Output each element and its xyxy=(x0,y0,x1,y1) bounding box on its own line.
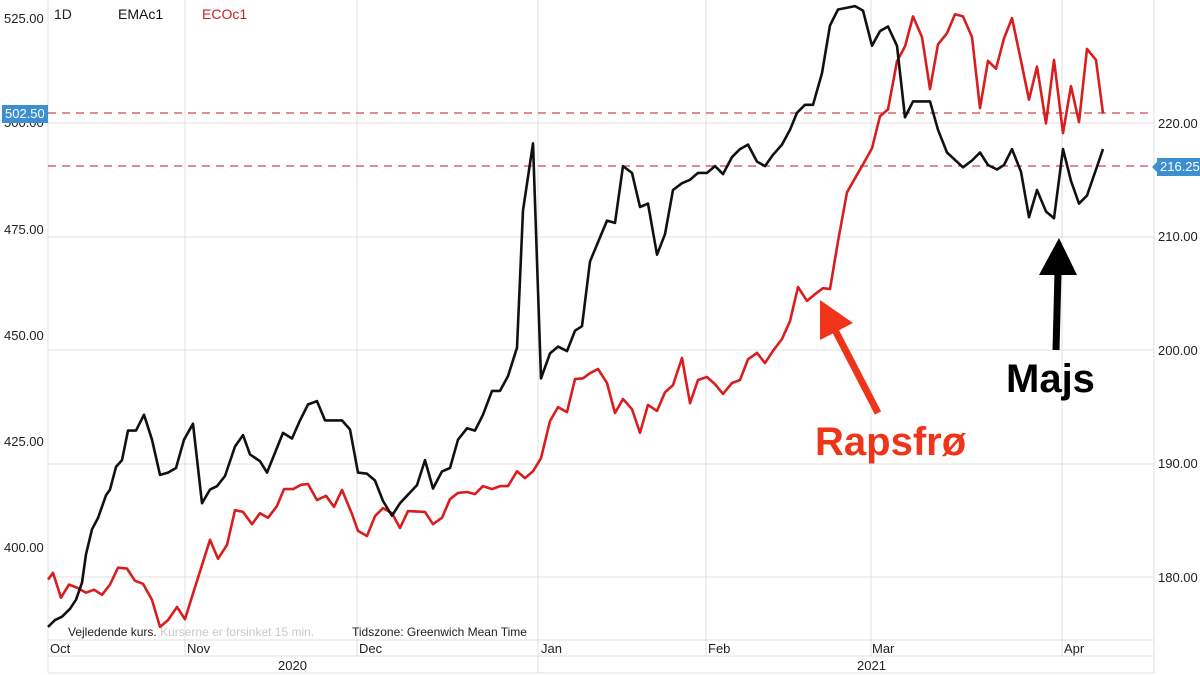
corn-line xyxy=(47,4,1105,628)
right-tick-190: 190.00 xyxy=(1158,456,1198,471)
legend-emac1[interactable]: EMAc1 xyxy=(118,6,164,22)
left-current-value-tag: 502.50 xyxy=(2,105,48,123)
right-tick-180: 180.00 xyxy=(1158,570,1198,585)
right-tick-210: 210.00 xyxy=(1158,229,1198,244)
left-tick-450: 450.00 xyxy=(4,328,44,343)
legend-ecoc1[interactable]: ECOc1 xyxy=(202,6,248,22)
left-tick-525: 525.00 xyxy=(4,11,44,26)
rapeseed-annotation: Rapsfrø xyxy=(815,420,967,464)
delay-note-faded: Kurserne er forsinket 15 min. xyxy=(156,625,315,639)
rapeseed-arrow-icon xyxy=(820,300,882,415)
right-current-value-tag: 216.25 xyxy=(1152,158,1200,176)
rapeseed-line xyxy=(46,13,1105,629)
delay-note: Vejledende kurs. Kurserne er forsinket 1… xyxy=(68,625,314,639)
corn-annotation: Majs xyxy=(1006,357,1095,401)
year-2020: 2020 xyxy=(278,658,307,673)
delay-note-main: Vejledende kurs. xyxy=(68,625,157,639)
month-feb: Feb xyxy=(708,641,731,656)
timezone-note: Tidszone: Greenwich Mean Time xyxy=(352,625,527,639)
corn-arrow-icon xyxy=(1039,238,1077,351)
month-dec: Dec xyxy=(359,641,383,656)
interval-label[interactable]: 1D xyxy=(54,6,72,22)
left-tick-475: 475.00 xyxy=(4,222,44,237)
right-tick-220: 220.00 xyxy=(1158,116,1198,131)
year-2021: 2021 xyxy=(857,658,886,673)
right-tick-200: 200.00 xyxy=(1158,343,1198,358)
month-jan: Jan xyxy=(541,641,562,656)
month-oct: Oct xyxy=(50,641,71,656)
left-tick-400: 400.00 xyxy=(4,540,44,555)
month-nov: Nov xyxy=(187,641,211,656)
month-mar: Mar xyxy=(872,641,895,656)
month-apr: Apr xyxy=(1064,641,1085,656)
grid-lines xyxy=(47,0,1155,674)
left-tick-425: 425.00 xyxy=(4,434,44,449)
